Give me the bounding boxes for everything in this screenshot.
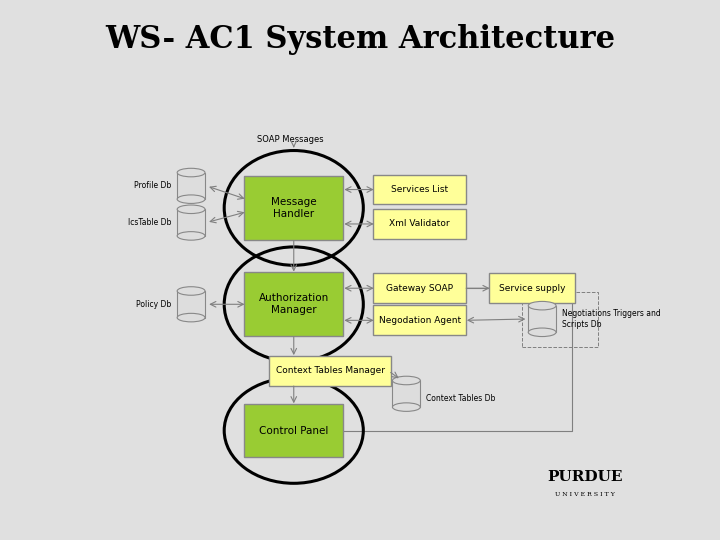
Text: Context Tables Db: Context Tables Db	[426, 394, 495, 403]
Bar	[528, 306, 556, 332]
Text: Gateway SOAP: Gateway SOAP	[386, 284, 453, 293]
Ellipse shape	[177, 168, 205, 177]
Text: Policy Db: Policy Db	[136, 300, 171, 309]
Text: U N I V E R S I T Y: U N I V E R S I T Y	[555, 492, 615, 497]
Text: Negotiations Triggers and
Scripts Db: Negotiations Triggers and Scripts Db	[562, 309, 661, 329]
Ellipse shape	[177, 195, 205, 204]
FancyBboxPatch shape	[269, 356, 392, 386]
Text: Profile Db: Profile Db	[134, 181, 171, 191]
FancyBboxPatch shape	[373, 273, 466, 303]
FancyBboxPatch shape	[244, 272, 343, 336]
Text: IcsTable Db: IcsTable Db	[128, 218, 171, 227]
Ellipse shape	[528, 301, 556, 310]
Bar	[392, 381, 420, 407]
FancyBboxPatch shape	[373, 209, 466, 239]
Text: Services List: Services List	[391, 185, 448, 194]
FancyBboxPatch shape	[373, 174, 466, 205]
Text: SOAP Messages: SOAP Messages	[257, 136, 324, 145]
Ellipse shape	[392, 403, 420, 411]
Bar	[177, 291, 205, 318]
Ellipse shape	[177, 287, 205, 295]
Text: PURDUE: PURDUE	[547, 470, 623, 484]
Ellipse shape	[392, 376, 420, 384]
Text: Authorization
Manager: Authorization Manager	[258, 293, 329, 315]
Text: Control Panel: Control Panel	[259, 426, 328, 436]
Ellipse shape	[177, 205, 205, 213]
FancyBboxPatch shape	[244, 176, 343, 240]
FancyBboxPatch shape	[244, 404, 343, 457]
Ellipse shape	[177, 232, 205, 240]
Ellipse shape	[177, 313, 205, 322]
Ellipse shape	[528, 328, 556, 336]
Bar	[177, 173, 205, 199]
Text: Negodation Agent: Negodation Agent	[379, 316, 461, 325]
Text: Service supply: Service supply	[499, 284, 565, 293]
FancyBboxPatch shape	[373, 306, 466, 335]
Bar	[177, 210, 205, 236]
FancyBboxPatch shape	[489, 273, 575, 303]
Text: WS- AC1 System Architecture: WS- AC1 System Architecture	[105, 24, 615, 55]
Text: Context Tables Manager: Context Tables Manager	[276, 366, 384, 375]
Text: Message
Handler: Message Handler	[271, 197, 317, 219]
Text: Xml Validator: Xml Validator	[390, 219, 450, 228]
